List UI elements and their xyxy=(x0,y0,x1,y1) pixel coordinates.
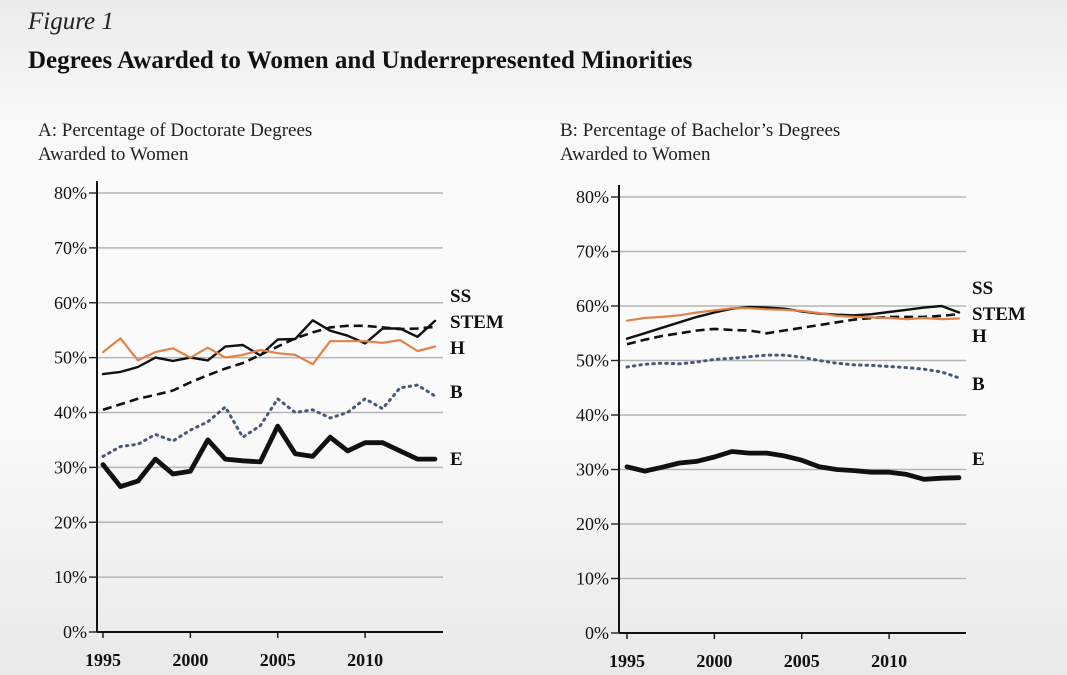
y-tick-label: 50% xyxy=(54,348,87,368)
y-tick-label: 30% xyxy=(576,460,609,480)
series-line-h xyxy=(101,337,437,366)
y-tick-label: 30% xyxy=(54,457,87,477)
series-label-h: H xyxy=(450,338,465,359)
x-tick-label: 1995 xyxy=(609,651,645,671)
panel-a-series-lines xyxy=(100,319,438,490)
x-tick-label: 2010 xyxy=(871,651,907,671)
x-tick-label: 2010 xyxy=(347,650,383,670)
panel-b-series-lines xyxy=(624,304,962,482)
series-line-e xyxy=(624,449,962,482)
series-label-h: H xyxy=(972,326,987,347)
series-line-ss xyxy=(101,319,437,376)
series-line-stem xyxy=(626,312,960,346)
series-line-stem xyxy=(102,324,436,412)
panel-a-x-ticks: 1995 2000 2005 2010 xyxy=(85,632,383,670)
series-label-ss: SS xyxy=(972,278,993,299)
x-tick-label: 2005 xyxy=(260,650,296,670)
y-tick-label: 50% xyxy=(576,351,609,371)
series-label-ss: SS xyxy=(450,286,471,307)
y-tick-label: 0% xyxy=(63,622,87,642)
panel-a-gridlines xyxy=(97,192,443,578)
series-label-e: E xyxy=(450,449,463,470)
panel-b-title-line-1: B: Percentage of Bachelor’s Degrees xyxy=(560,120,840,141)
panel-a-title-line-2: Awarded to Women xyxy=(38,144,189,165)
figure-label: Figure 1 xyxy=(28,8,114,35)
panel-b-y-ticks: 0% 10% 20% 30% 40% 50% 60% 70% 80% xyxy=(576,187,619,643)
panel-a-y-ticks: 0% 10% 20% 30% 40% 50% 60% 70% 80% xyxy=(54,183,97,642)
panel-b-bachelors-chart: B: Percentage of Bachelor’s Degrees Awar… xyxy=(560,120,1026,671)
panel-b-x-ticks: 1995 2000 2005 2010 xyxy=(609,633,907,671)
y-tick-label: 80% xyxy=(576,187,609,207)
x-tick-label: 2000 xyxy=(696,651,732,671)
panel-a-doctorate-chart: A: Percentage of Doctorate Degrees Award… xyxy=(38,120,504,670)
panel-a-series-labels: SS STEM H B E xyxy=(450,286,504,470)
panel-a-axes xyxy=(96,181,443,633)
y-tick-label: 60% xyxy=(54,293,87,313)
panel-b-title-line-2: Awarded to Women xyxy=(560,144,711,165)
y-tick-label: 20% xyxy=(54,512,87,532)
panel-b-gridlines xyxy=(619,196,966,580)
series-line-b xyxy=(101,383,437,458)
figure-title: Degrees Awarded to Women and Underrepres… xyxy=(28,47,693,74)
series-label-stem: STEM xyxy=(450,312,504,333)
series-label-e: E xyxy=(972,449,985,470)
y-tick-label: 70% xyxy=(54,238,87,258)
y-tick-label: 80% xyxy=(54,183,87,203)
series-label-b: B xyxy=(972,374,985,395)
y-tick-label: 20% xyxy=(576,514,609,534)
series-label-stem: STEM xyxy=(972,304,1026,325)
x-tick-label: 2000 xyxy=(172,650,208,670)
x-tick-label: 1995 xyxy=(85,650,121,670)
y-tick-label: 70% xyxy=(576,242,609,262)
y-tick-label: 60% xyxy=(576,296,609,316)
x-tick-label: 2005 xyxy=(784,651,820,671)
series-line-h xyxy=(625,307,961,322)
series-label-b: B xyxy=(450,382,463,403)
y-tick-label: 10% xyxy=(576,569,609,589)
y-tick-label: 40% xyxy=(54,403,87,423)
y-tick-label: 0% xyxy=(585,623,609,643)
y-tick-label: 10% xyxy=(54,567,87,587)
series-line-e xyxy=(100,423,438,490)
y-tick-label: 40% xyxy=(576,405,609,425)
panel-a-title-line-1: A: Percentage of Doctorate Degrees xyxy=(38,120,312,141)
series-line-b xyxy=(625,353,961,380)
panel-b-axes xyxy=(618,185,966,634)
